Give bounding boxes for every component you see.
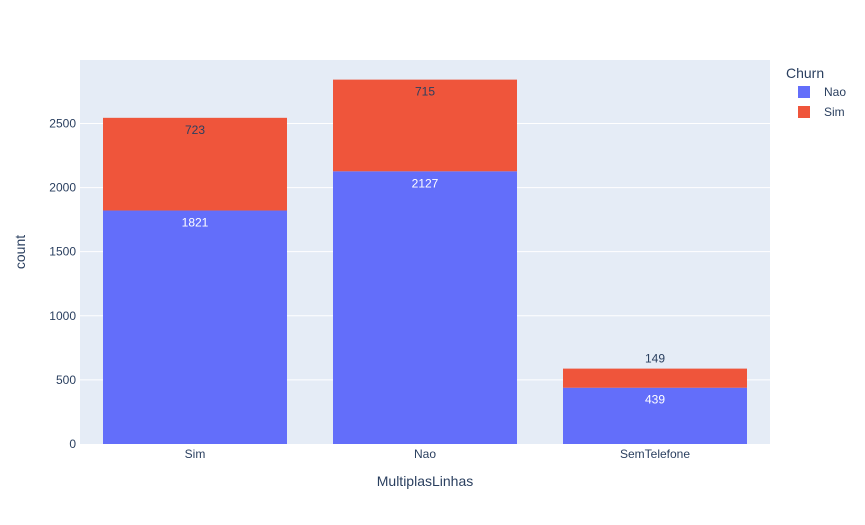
bar-sim-semtelefone[interactable]	[563, 368, 747, 388]
bars: 1821 723 2127 715 439 149	[103, 79, 747, 444]
y-tick-label: 2500	[49, 116, 76, 130]
legend-swatch-nao[interactable]	[798, 86, 810, 98]
bar-nao-sim[interactable]	[103, 210, 287, 444]
legend-label-nao[interactable]: Nao	[824, 85, 846, 99]
bar-sim-nao[interactable]	[333, 79, 517, 172]
x-axis-title: MultiplasLinhas	[377, 473, 474, 489]
data-label: 149	[645, 352, 665, 366]
legend-label-sim[interactable]: Sim	[824, 105, 845, 119]
data-label: 723	[185, 123, 205, 137]
bar-nao-nao[interactable]	[333, 171, 517, 444]
x-tick-label: SemTelefone	[620, 447, 690, 461]
data-label: 715	[415, 85, 435, 99]
data-label: 2127	[412, 176, 439, 190]
x-tick-label: Sim	[185, 447, 206, 461]
y-axis-title: count	[12, 235, 28, 269]
x-tick-label: Nao	[414, 447, 436, 461]
bar-nao-semtelefone[interactable]	[563, 387, 747, 444]
y-tick-label: 0	[69, 437, 76, 451]
y-tick-label: 500	[56, 373, 76, 387]
data-label: 439	[645, 393, 665, 407]
bar-sim-sim[interactable]	[103, 117, 287, 211]
legend-title: Churn	[786, 65, 824, 81]
y-tick-label: 1500	[49, 245, 76, 259]
x-axis-ticks: Sim Nao SemTelefone	[185, 447, 691, 461]
data-label: 1821	[182, 216, 209, 230]
y-tick-label: 2000	[49, 181, 76, 195]
y-axis-ticks: 0 500 1000 1500 2000 2500	[49, 116, 76, 451]
y-tick-label: 1000	[49, 309, 76, 323]
legend[interactable]: Churn Nao Sim	[786, 65, 846, 119]
legend-swatch-sim[interactable]	[798, 106, 810, 118]
